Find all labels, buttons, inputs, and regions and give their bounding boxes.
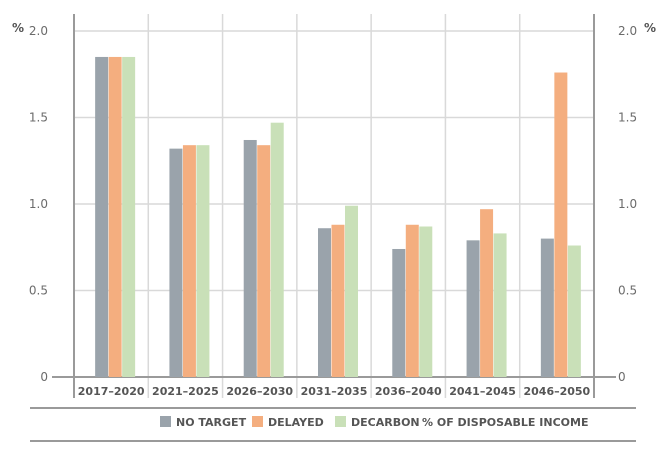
bar-no-target xyxy=(95,56,109,377)
bar-decarbon xyxy=(345,205,358,377)
y-ticks-right: 0 0.5 1.0 1.5 2.0 xyxy=(618,24,637,384)
y-tick-label-left: 2.0 xyxy=(29,24,48,38)
bar-no-target xyxy=(243,139,257,377)
y-ticks-left: 0 0.5 1.0 1.5 2.0 xyxy=(29,24,48,384)
grid-lines xyxy=(74,14,594,398)
x-tick-label: 2041–2045 xyxy=(449,385,516,398)
bar-no-target xyxy=(318,228,331,377)
bar-no-target xyxy=(392,248,406,377)
x-tick-label: 2021–2025 xyxy=(152,385,219,398)
y-unit-right: % xyxy=(644,21,656,35)
x-tick-label: 2036–2040 xyxy=(375,385,442,398)
bar-decarbon xyxy=(122,56,136,377)
bar-delayed xyxy=(554,72,568,378)
bar-decarbon xyxy=(419,226,433,377)
bar-delayed xyxy=(108,56,122,377)
legend-swatch xyxy=(335,416,346,427)
bar-decarbon xyxy=(196,145,210,377)
bar-delayed xyxy=(331,224,345,377)
x-tick-label: 2017–2020 xyxy=(78,385,145,398)
legend-note: % OF DISPOSABLE INCOME xyxy=(422,416,588,429)
y-tick-label-left: 1.0 xyxy=(29,197,48,211)
legend-label: DECARBON xyxy=(351,416,420,429)
x-tick-label: 2046–2050 xyxy=(523,385,590,398)
y-tick-label-right: 1.0 xyxy=(618,197,637,211)
bar-delayed xyxy=(480,209,494,377)
category-labels: 2017–2020 2021–2025 2026–2030 2031–2035 2036… xyxy=(78,385,591,398)
y-tick-label-right: 0.5 xyxy=(618,284,637,298)
legend-label: NO TARGET xyxy=(176,416,247,429)
y-tick-label-right: 2.0 xyxy=(618,24,637,38)
legend: NO TARGET DELAYED DECARBON% OF DISPOSABLE … xyxy=(160,416,588,429)
y-tick-label-left: 1.5 xyxy=(29,111,48,125)
bar-decarbon xyxy=(567,245,581,377)
y-tick-label-right: 1.5 xyxy=(618,111,637,125)
y-tick-label-left: 0 xyxy=(40,370,48,384)
y-tick-label-right: 0 xyxy=(618,370,626,384)
bar-delayed xyxy=(182,145,196,377)
legend-label: DELAYED xyxy=(268,416,324,429)
bars xyxy=(95,56,581,378)
bar-delayed xyxy=(405,224,419,377)
bar-decarbon xyxy=(270,122,284,377)
bar-no-target xyxy=(540,238,554,377)
y-unit-left: % xyxy=(12,21,24,35)
bar-no-target xyxy=(169,148,183,377)
x-tick-label: 2031–2035 xyxy=(301,385,368,398)
y-tick-label-left: 0.5 xyxy=(29,284,48,298)
legend-swatch xyxy=(160,416,171,427)
bar-no-target xyxy=(466,240,480,377)
bar-decarbon xyxy=(493,233,507,377)
x-tick-label: 2026–2030 xyxy=(226,385,293,398)
bar-delayed xyxy=(257,145,271,377)
legend-swatch xyxy=(252,416,263,427)
